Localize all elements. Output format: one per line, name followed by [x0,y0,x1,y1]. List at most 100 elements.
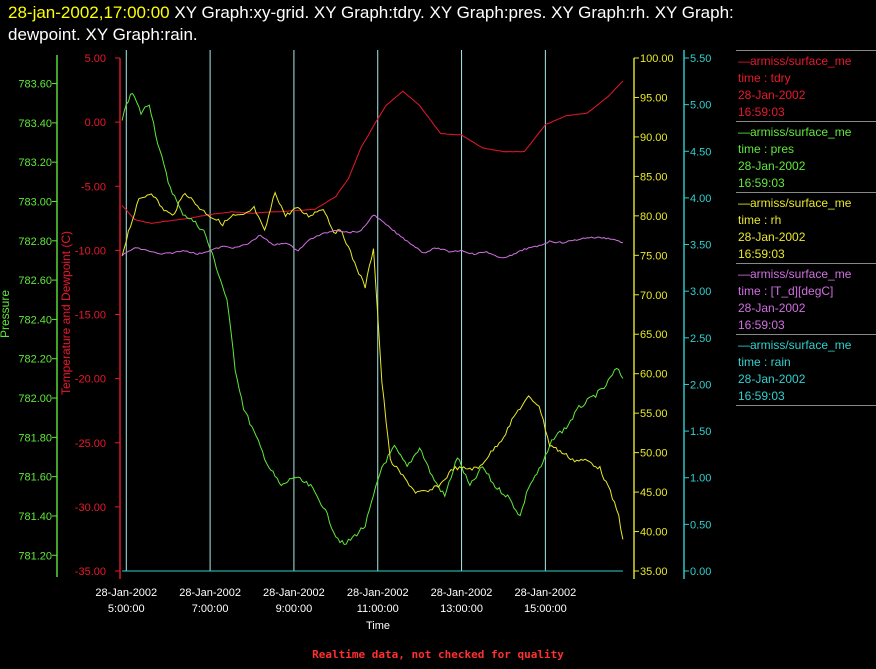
tick-label-pressure: 782.40 [18,314,52,326]
series-layer [121,80,624,572]
legend-date: 28-Jan-2002 [738,301,806,315]
tick-label-rh: 85.00 [640,171,668,183]
title-line-1: XY Graph:xy-grid. XY Graph:tdry. XY Grap… [174,3,734,22]
x-tick-label-time: 9:00:00 [276,603,313,615]
quality-note: Realtime data, not checked for quality [312,648,564,661]
x-tick-label-date: 28-Jan-2002 [431,587,493,599]
tick-label-temp: -10.00 [75,245,106,257]
tick-label-temp: -30.00 [75,502,106,514]
tick-label-rain: 4.00 [690,193,711,205]
tick-label-temp: -5.00 [81,181,106,193]
tick-label-rain: 2.50 [690,333,711,345]
legend-separator [736,121,876,122]
tick-label-rh: 55.00 [640,408,668,420]
legend-variable: time : tdry [738,71,791,85]
legend-series-name: —armiss/surface_me [738,54,852,68]
legend-time: 16:59:03 [738,105,785,119]
tick-label-rain: 3.00 [690,286,711,298]
tick-label-pressure: 781.80 [18,432,52,444]
tick-label-rh: 100.00 [640,53,674,65]
tick-label-rain: 2.00 [690,379,711,391]
legend-date: 28-Jan-2002 [738,88,806,102]
x-tick-label-time: 5:00:00 [108,603,145,615]
legend-series-name: —armiss/surface_me [738,125,852,139]
tick-label-pressure: 782.20 [18,354,52,366]
legend-separator [736,192,876,193]
x-tick-label-date: 28-Jan-2002 [347,587,409,599]
series-line-rh [121,191,624,540]
legend-variable: time : [T_d][degC] [738,284,834,298]
tick-label-pressure: 783.60 [18,79,52,91]
legend-separator [736,50,876,51]
legend-entry-pres: —armiss/surface_me time : pres 28-Jan-2002… [736,121,876,192]
legend-entry-rh: —armiss/surface_me time : rh 28-Jan-2002 16… [736,192,876,263]
tick-label-pressure: 781.40 [18,511,52,523]
x-tick-label-date: 28-Jan-2002 [263,587,325,599]
title-line-2: dewpoint. XY Graph:rain. [8,25,198,44]
x-tick-label-time: 11:00:00 [357,603,399,615]
legend-variable: time : rh [738,213,782,227]
x-tick-label-time: 13:00:00 [440,603,483,615]
series-line-pres [121,92,624,546]
tick-label-pressure: 781.60 [18,472,52,484]
tick-label-rh: 80.00 [640,211,668,223]
tick-label-pressure: 782.60 [18,275,52,287]
tick-label-pressure: 781.20 [18,550,52,562]
tick-label-rh: 50.00 [640,448,668,460]
tick-label-rh: 70.00 [640,290,668,302]
graph-title: 28-jan-2002,17:00:00 XY Graph:xy-grid. X… [8,2,868,46]
tick-label-rain: 0.00 [690,566,711,578]
legend-variable: time : rain [738,355,791,369]
axis-layer: 783.60 783.40 783.20 783.00 782.80 782.60 782.… [0,50,711,632]
legend-separator [736,263,876,264]
legend-series-name: —armiss/surface_me [738,338,852,352]
legend-series-name: —armiss/surface_me [738,196,852,210]
tick-label-temp: -35.00 [75,566,106,578]
title-timestamp: 28-jan-2002,17:00:00 [8,3,170,22]
legend-time: 16:59:03 [738,176,785,190]
x-tick-label-time: 7:00:00 [192,603,229,615]
grid-lines [125,50,546,571]
x-tick-label-date: 28-Jan-2002 [179,587,241,599]
tick-label-rh: 45.00 [640,487,668,499]
tick-label-pressure: 783.20 [18,157,52,169]
tick-label-rain: 5.00 [690,100,711,112]
tick-label-rh: 35.00 [640,566,668,578]
tick-label-temp: 0.00 [85,117,106,129]
tick-label-rh: 90.00 [640,132,668,144]
tick-label-temp: 5.00 [85,53,106,65]
tick-label-rh: 60.00 [640,369,668,381]
tick-label-rain: 5.50 [690,53,711,65]
tick-label-rh: 95.00 [640,92,668,104]
x-tick-label-date: 28-Jan-2002 [514,587,576,599]
tick-label-temp: -15.00 [75,310,106,322]
tick-label-rain: 1.50 [690,426,711,438]
tick-label-rain: 3.50 [690,240,711,252]
x-tick-label-date: 28-Jan-2002 [95,587,157,599]
axis-title-pressure: Pressure [0,290,12,338]
tick-label-pressure: 783.40 [18,118,52,130]
tick-label-rain: 0.50 [690,519,711,531]
legend-separator [736,405,876,406]
axis-title-temperature: Temperature and Dewpoint (C) [59,231,73,395]
tick-label-pressure: 783.00 [18,196,52,208]
tick-label-pressure: 782.80 [18,236,52,248]
legend-entry-dewpoint: —armiss/surface_me time : [T_d][degC] 28-J… [736,263,876,334]
legend-time: 16:59:03 [738,318,785,332]
x-tick-label-time: 15:00:00 [524,603,567,615]
tick-label-rh: 75.00 [640,250,668,262]
legend-separator [736,334,876,335]
tick-label-rh: 65.00 [640,329,668,341]
tick-label-rh: 40.00 [640,527,668,539]
series-line-dewpoint [121,214,623,259]
legend-date: 28-Jan-2002 [738,372,806,386]
tick-label-rain: 1.00 [690,473,711,485]
x-axis-title: Time [366,620,390,632]
tick-label-temp: -20.00 [75,374,106,386]
legend: —armiss/surface_me time : tdry 28-Jan-2002… [736,50,876,406]
tick-label-pressure: 782.00 [18,393,52,405]
tick-label-rain: 4.50 [690,146,711,158]
